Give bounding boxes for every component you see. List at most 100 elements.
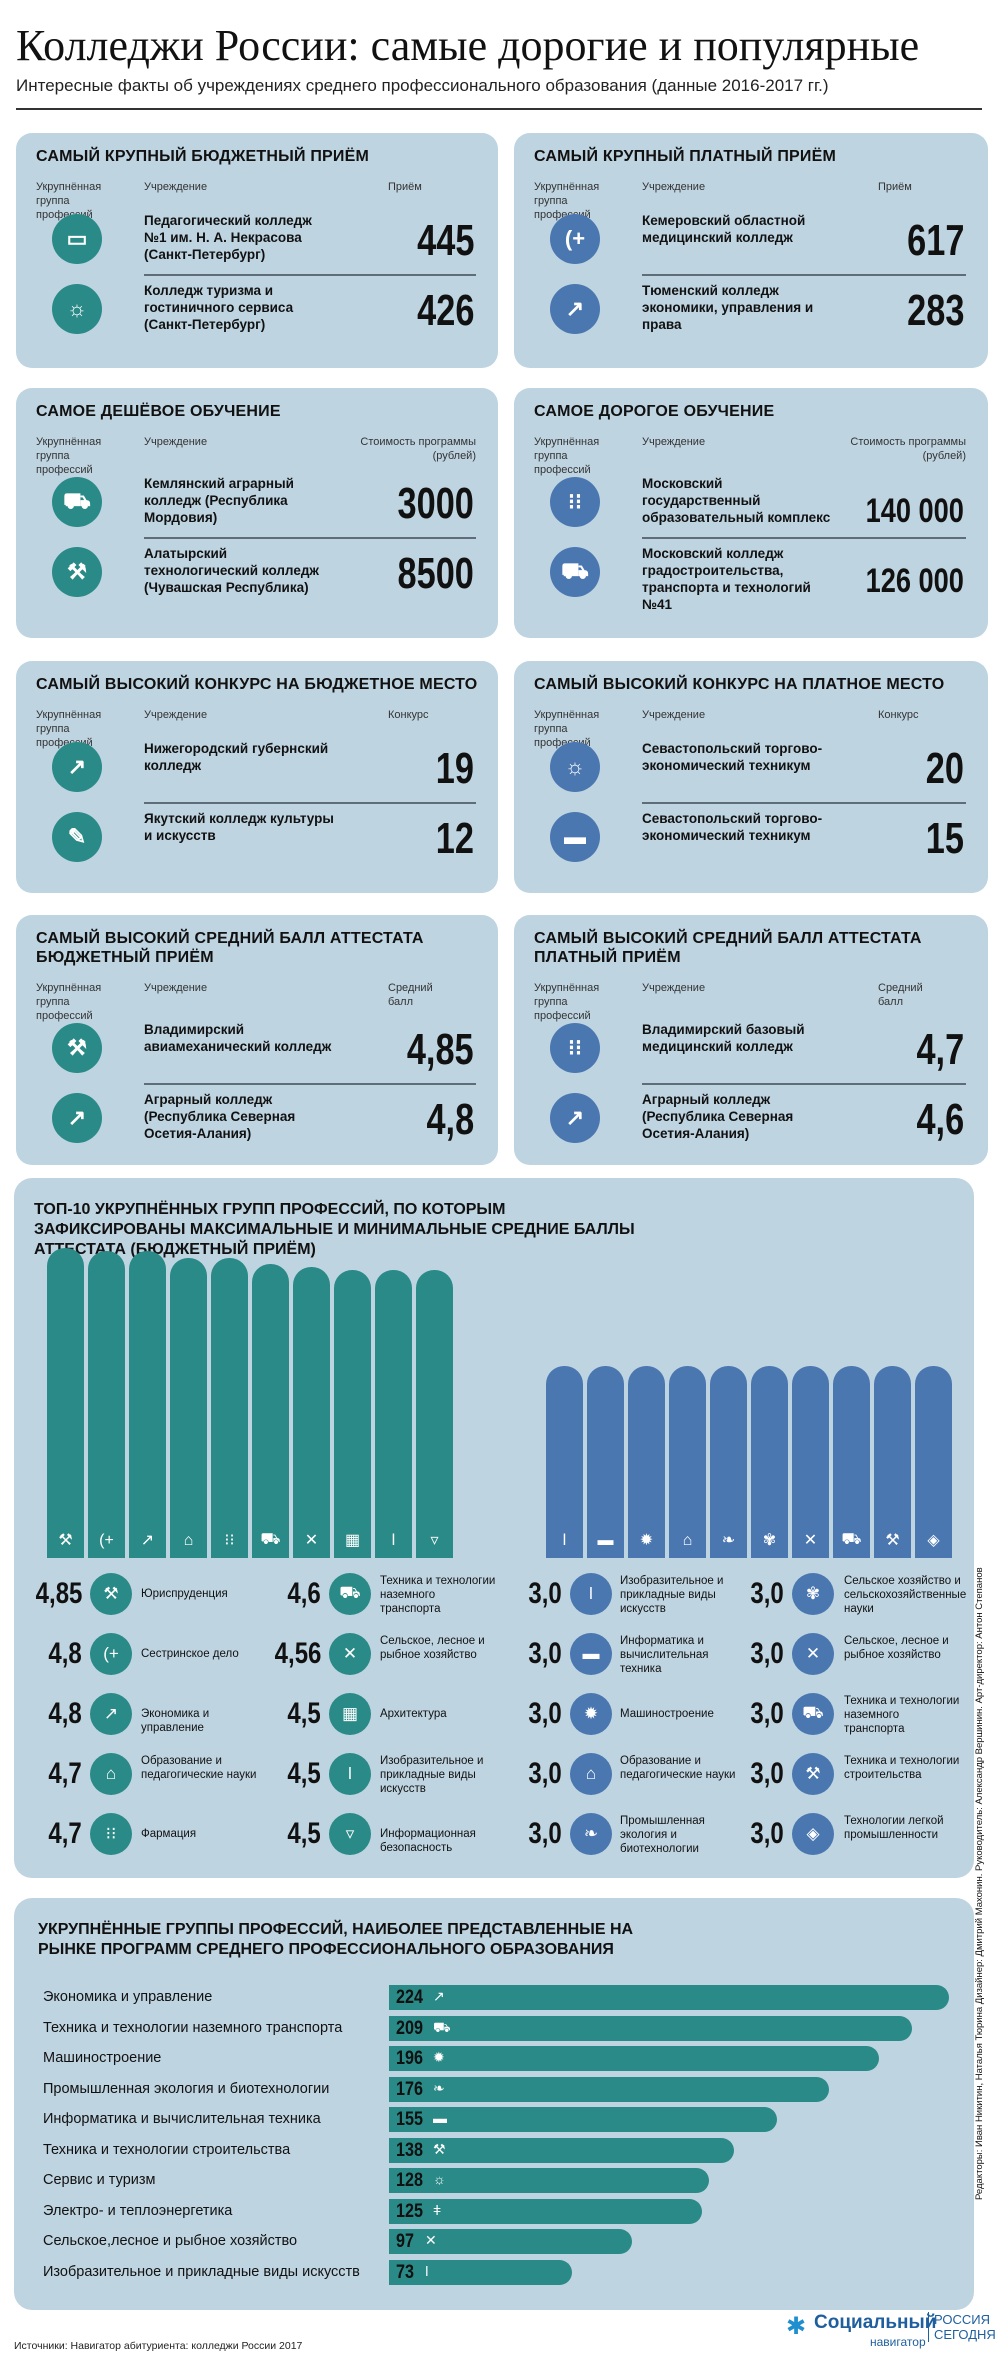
- list-label: Технологии легкой промышленности: [844, 1815, 944, 1841]
- logo-social[interactable]: Социальный: [814, 2312, 937, 2333]
- program-bar: 224 ↗: [389, 1985, 949, 2010]
- page-subtitle: Интересные факты об учреждениях среднего…: [16, 76, 829, 95]
- logo-navigator: навигатор: [870, 2335, 926, 2349]
- program-value: 138: [396, 2139, 423, 2161]
- list-label: Машиностроение: [620, 1708, 714, 1720]
- institution-name: Кемеровский областной медицинский коллед…: [642, 213, 806, 245]
- column-header-value: Приём: [878, 181, 912, 193]
- column-header-institution: Учреждение: [144, 709, 208, 721]
- top10-min-bar: ǀ: [546, 1366, 583, 1558]
- list-value: 3,0: [750, 1637, 784, 1670]
- program-bar: 155 ▬: [389, 2107, 777, 2132]
- list-label: Изобразительное и прикладные виды искусс…: [380, 1755, 484, 1795]
- chart-icon: ↗: [52, 1093, 102, 1143]
- fact-card: САМЫЙ ВЫСОКИЙ СРЕДНИЙ БАЛЛ АТТЕСТАТА ПЛА…: [514, 915, 988, 1165]
- column-header-institution: Учреждение: [642, 436, 706, 448]
- fact-card: САМЫЙ ВЫСОКИЙ КОНКУРС НА БЮДЖЕТНОЕ МЕСТО…: [16, 661, 498, 893]
- brush-icon: ǀ: [562, 1531, 567, 1549]
- monitor-icon: ▬: [597, 1531, 614, 1549]
- column-header-institution: Учреждение: [642, 709, 706, 721]
- card-value: 12: [435, 814, 474, 863]
- gear-icon: ✹: [433, 2049, 445, 2065]
- list-value: 4,7: [48, 1817, 82, 1850]
- logo-mark-icon: ✱: [786, 2313, 807, 2340]
- list-label: Юриспруденция: [141, 1588, 228, 1600]
- art-icon: ✎: [52, 812, 102, 862]
- institution-name: Севастопольский торгово-экономический те…: [642, 811, 823, 843]
- list-value: 3,0: [528, 1817, 562, 1850]
- program-value: 128: [396, 2170, 423, 2191]
- list-label: Образование и педагогические науки: [141, 1755, 257, 1781]
- card-title: САМЫЙ КРУПНЫЙ ПЛАТНЫЙ ПРИЁМ: [534, 148, 837, 165]
- house-icon: ⌂: [90, 1753, 132, 1795]
- institution-name: Аграрный колледж (Республика Северная Ос…: [144, 1092, 296, 1141]
- top10-panel: ТОП-10 УКРУПНЁННЫХ ГРУПП ПРОФЕССИЙ, ПО К…: [14, 1178, 974, 1878]
- program-bar: 73 ǀ: [389, 2259, 572, 2285]
- program-value: 209: [396, 2017, 423, 2039]
- list-value: 3,0: [528, 1577, 562, 1610]
- list-label: Изобразительное и прикладные виды искусс…: [620, 1575, 724, 1615]
- logo-brand[interactable]: РОССИЯ СЕГОДНЯ: [928, 2312, 998, 2342]
- card-title: САМОЕ ДЕШЁВОЕ ОБУЧЕНИЕ: [36, 403, 281, 420]
- card-value: 140 000: [865, 492, 964, 530]
- monitor-icon: ▬: [433, 2110, 447, 2126]
- medical-cross-icon: (+: [550, 214, 600, 264]
- list-value: 4,5: [287, 1757, 321, 1790]
- program-label: Электро- и теплоэнергетика: [43, 2202, 233, 2219]
- list-value: 3,0: [750, 1577, 784, 1610]
- chart-icon: ↗: [140, 1531, 155, 1549]
- list-label: Сельское хозяйство и сельскохозяйственны…: [844, 1575, 967, 1615]
- list-value: 3,0: [528, 1757, 562, 1790]
- thermometer-icon: ǂ: [433, 2201, 442, 2218]
- chart-icon: ↗: [433, 1988, 445, 2004]
- fact-card: САМЫЙ КРУПНЫЙ ПЛАТНЫЙ ПРИЁМ Укрупнённая г…: [514, 133, 988, 368]
- chart-icon: ↗: [90, 1693, 132, 1735]
- column-header-institution: Учреждение: [144, 436, 208, 448]
- top10-max-bar: ✕: [293, 1266, 330, 1558]
- card-value: 617: [906, 216, 964, 265]
- program-bar: 176 ❧: [389, 2076, 829, 2102]
- fact-card: САМОЕ ДЕШЁВОЕ ОБУЧЕНИЕ Укрупнённая группа…: [16, 388, 498, 638]
- row-divider: [144, 802, 476, 804]
- card-title: САМЫЙ ВЫСОКИЙ СРЕДНИЙ БАЛЛ АТТЕСТАТА БЮД…: [36, 930, 424, 966]
- pills-icon: ⁝⁝: [550, 477, 600, 527]
- list-value: 4,85: [35, 1577, 82, 1610]
- column-header-group: Укрупнённая группа профессий: [36, 436, 102, 476]
- list-label: Сельское, лесное и рыбное хозяйство: [380, 1635, 485, 1661]
- program-bar: 97 ✕: [389, 2229, 632, 2254]
- top10-max-bar: ⚒: [47, 1248, 84, 1558]
- program-label: Сельское,лесное и рыбное хозяйство: [43, 2233, 298, 2249]
- card-value: 3000: [397, 479, 474, 528]
- list-value: 4,56: [274, 1637, 321, 1670]
- card-value: 426: [416, 286, 474, 335]
- grid-icon: ▦: [329, 1693, 371, 1735]
- program-label: Изобразительное и прикладные виды искусс…: [43, 2263, 360, 2280]
- top10-min-bar: ⌂: [669, 1366, 706, 1558]
- gavel-icon: ⚒: [52, 1023, 102, 1073]
- shield-icon: ▿: [430, 1531, 439, 1549]
- institution-name: Владимирский авиамеханический колледж: [144, 1022, 332, 1054]
- tractor-icon: ⛟: [329, 1573, 371, 1615]
- program-value: 97: [396, 2231, 414, 2252]
- program-label: Техника и технологии наземного транспорт…: [43, 2019, 343, 2036]
- tractor-icon: ⛟: [260, 1530, 281, 1548]
- column-header-value: Средний балл: [878, 982, 923, 1008]
- column-header-institution: Учреждение: [642, 181, 706, 193]
- column-header-institution: Учреждение: [642, 982, 706, 994]
- list-value: 4,5: [287, 1697, 321, 1730]
- program-value: 125: [396, 2200, 423, 2222]
- list-value: 4,6: [287, 1577, 321, 1610]
- fact-card: САМЫЙ ВЫСОКИЙ КОНКУРС НА ПЛАТНОЕ МЕСТО Ук…: [514, 661, 988, 893]
- card-value: 4,85: [407, 1025, 474, 1074]
- list-value: 4,8: [48, 1637, 82, 1670]
- card-title: САМЫЙ ВЫСОКИЙ СРЕДНИЙ БАЛЛ АТТЕСТАТА ПЛА…: [534, 930, 922, 966]
- monitor-icon: ▬: [570, 1633, 612, 1675]
- medical-cross-icon: (+: [90, 1633, 132, 1675]
- sun-icon: ☼: [52, 284, 102, 334]
- page-title: Колледжи России: самые дорогие и популяр…: [16, 21, 920, 70]
- monitor-icon: ▬: [550, 812, 600, 862]
- fabric-icon: ◈: [927, 1531, 940, 1549]
- card-value: 4,6: [916, 1095, 964, 1144]
- list-label: Информационная безопасность: [380, 1828, 476, 1854]
- top10-max-bar: ⁝⁝: [211, 1257, 248, 1558]
